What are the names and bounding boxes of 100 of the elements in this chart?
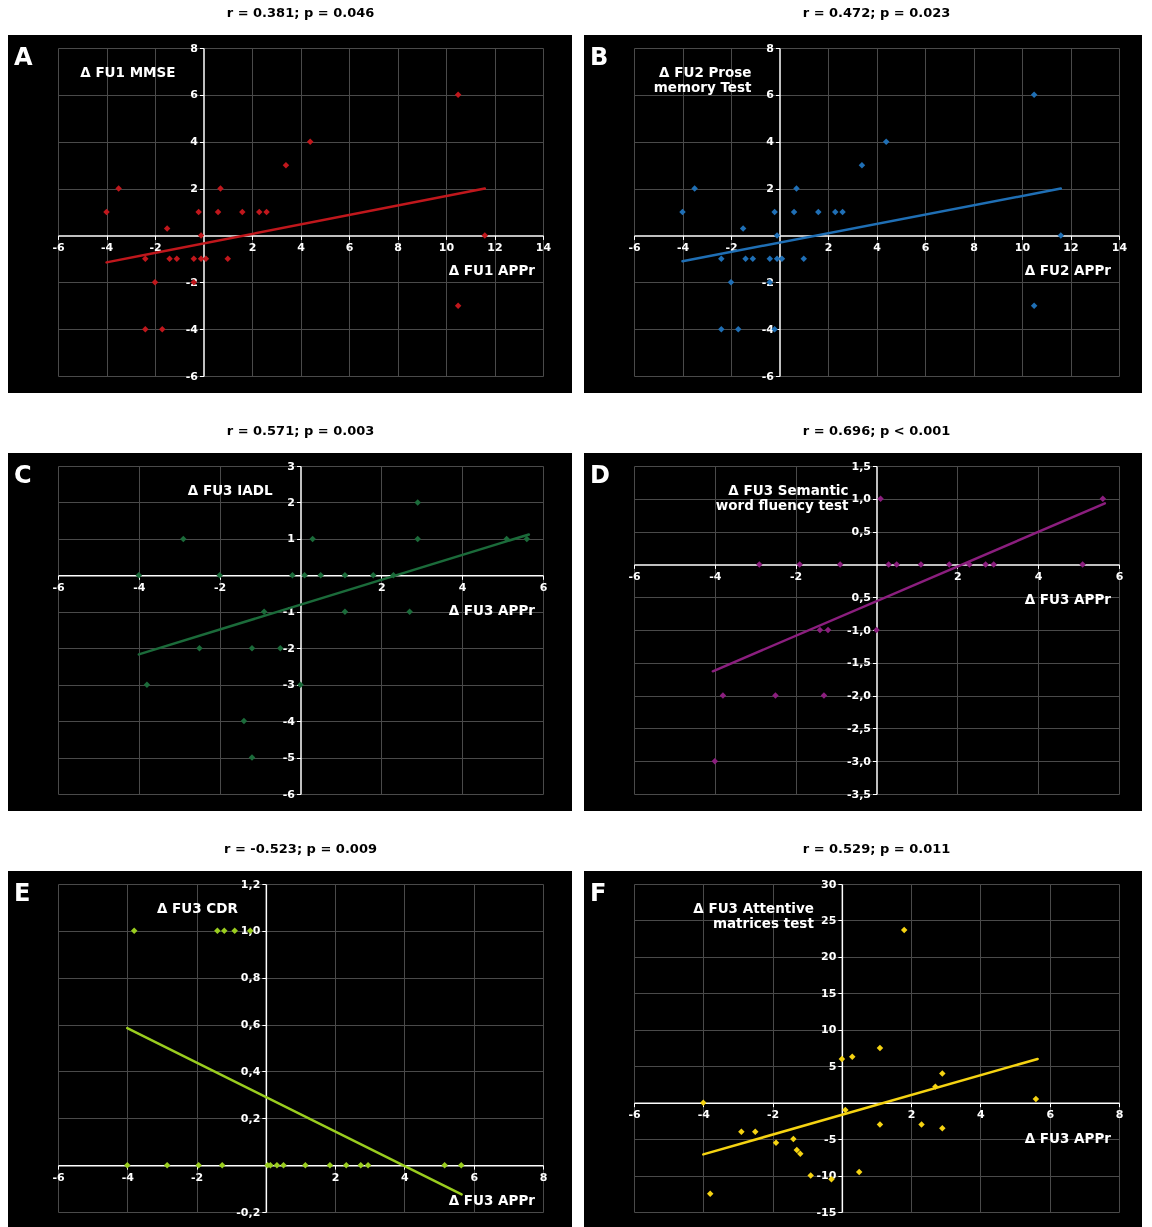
y-tick-label: -3 xyxy=(282,678,295,692)
point xyxy=(1030,302,1038,309)
text: A xyxy=(14,43,33,71)
y-tick-label: 2 xyxy=(766,182,774,196)
x-tick-label: 6 xyxy=(921,240,930,254)
x-tick-label: -6 xyxy=(52,580,65,594)
point xyxy=(778,255,786,263)
point xyxy=(766,255,774,263)
x-tick-label: -2 xyxy=(790,569,803,583)
point xyxy=(885,561,892,568)
point xyxy=(966,561,973,568)
point xyxy=(824,626,832,634)
point xyxy=(214,208,222,216)
point xyxy=(756,561,763,568)
x-tick-label: 2 xyxy=(907,1108,916,1122)
point xyxy=(142,255,149,263)
y-tick-label: 0,2 xyxy=(240,1111,261,1125)
point xyxy=(224,255,231,263)
point xyxy=(1099,495,1107,503)
point xyxy=(1057,232,1065,239)
y-tick-label: 6 xyxy=(766,88,775,102)
point xyxy=(752,1128,759,1136)
chart-title: r = -0.523; p = 0.009 xyxy=(224,841,377,856)
y-tick-label: -1,5 xyxy=(846,656,871,670)
point xyxy=(406,608,413,616)
x-tick-label: -6 xyxy=(52,1170,65,1184)
y-tick-label: 0,4 xyxy=(240,1064,261,1078)
chart-title: r = 0.381; p = 0.046 xyxy=(226,5,375,20)
point xyxy=(939,1070,946,1077)
point xyxy=(738,1128,745,1136)
x-tick-label: 8 xyxy=(970,240,978,254)
point xyxy=(202,255,210,263)
point xyxy=(797,1150,804,1157)
text: E xyxy=(14,879,31,907)
x-tick-label: 4 xyxy=(1034,569,1043,583)
y-tick-label: 2 xyxy=(190,182,198,196)
point xyxy=(180,535,187,543)
x-tick-label: 6 xyxy=(1046,1108,1055,1122)
x-tick-label: 6 xyxy=(345,240,354,254)
x-tick-label: 8 xyxy=(1115,1108,1124,1122)
y-tick-label: 8 xyxy=(766,41,774,55)
y-axis-title: Δ FU3 Semantic word fluency test xyxy=(715,482,850,513)
y-axis-title: Δ FU3 IADL xyxy=(187,482,273,498)
point xyxy=(454,91,462,99)
x-tick-label: 4 xyxy=(873,240,882,254)
point xyxy=(1030,91,1038,99)
y-axis-title: Δ FU3 CDR xyxy=(156,900,239,916)
y-tick-label: 1,0 xyxy=(851,492,872,506)
point xyxy=(282,161,290,169)
y-tick-label: 3 xyxy=(287,459,295,473)
x-tick-label: 6 xyxy=(539,580,548,594)
x-tick-label: 4 xyxy=(458,580,467,594)
point xyxy=(248,644,256,652)
x-tick-label: 12 xyxy=(1063,240,1079,254)
x-tick-label: -4 xyxy=(133,580,146,594)
point xyxy=(711,757,719,765)
point xyxy=(800,255,807,263)
point xyxy=(772,1139,780,1146)
x-tick-label: 10 xyxy=(1014,240,1031,254)
y-tick-label: -4 xyxy=(185,322,199,336)
x-tick-label: 6 xyxy=(470,1170,479,1184)
y-tick-label: -2,5 xyxy=(846,721,871,735)
x-tick-label: 12 xyxy=(487,240,503,254)
x-tick-label: 8 xyxy=(394,240,402,254)
point xyxy=(173,255,181,263)
x-tick-label: -6 xyxy=(628,569,641,583)
text: B xyxy=(590,43,609,71)
x-tick-label: -2 xyxy=(214,580,227,594)
y-tick-label: -5 xyxy=(824,1132,837,1146)
y-tick-label: -2 xyxy=(282,641,295,655)
x-tick-label: -4 xyxy=(709,569,722,583)
point xyxy=(317,572,324,579)
point xyxy=(414,535,421,543)
point xyxy=(790,208,798,216)
point xyxy=(135,572,143,579)
point xyxy=(855,1168,863,1176)
y-tick-label: 0,6 xyxy=(240,1018,261,1032)
x-tick-label: -6 xyxy=(628,240,641,254)
y-tick-label: 6 xyxy=(190,88,199,102)
y-tick-label: 5 xyxy=(828,1059,837,1073)
point xyxy=(289,572,296,579)
text: C xyxy=(14,461,32,489)
point xyxy=(706,1190,714,1198)
point xyxy=(481,232,489,239)
point xyxy=(1032,1095,1040,1103)
point xyxy=(796,561,803,568)
point xyxy=(341,608,349,616)
point xyxy=(946,561,953,568)
point xyxy=(918,1121,925,1128)
y-tick-label: 25 xyxy=(821,913,837,927)
point xyxy=(838,1055,846,1063)
x-axis-title: Δ FU2 APPr xyxy=(1024,262,1112,279)
point xyxy=(370,572,377,579)
y-tick-label: 2 xyxy=(287,495,295,509)
y-tick-label: -4 xyxy=(761,322,775,336)
x-tick-label: -4 xyxy=(121,1170,135,1184)
y-tick-label: -0,2 xyxy=(236,1205,261,1219)
point xyxy=(216,572,223,579)
point xyxy=(240,717,248,725)
y-tick-label: -10 xyxy=(816,1169,837,1183)
